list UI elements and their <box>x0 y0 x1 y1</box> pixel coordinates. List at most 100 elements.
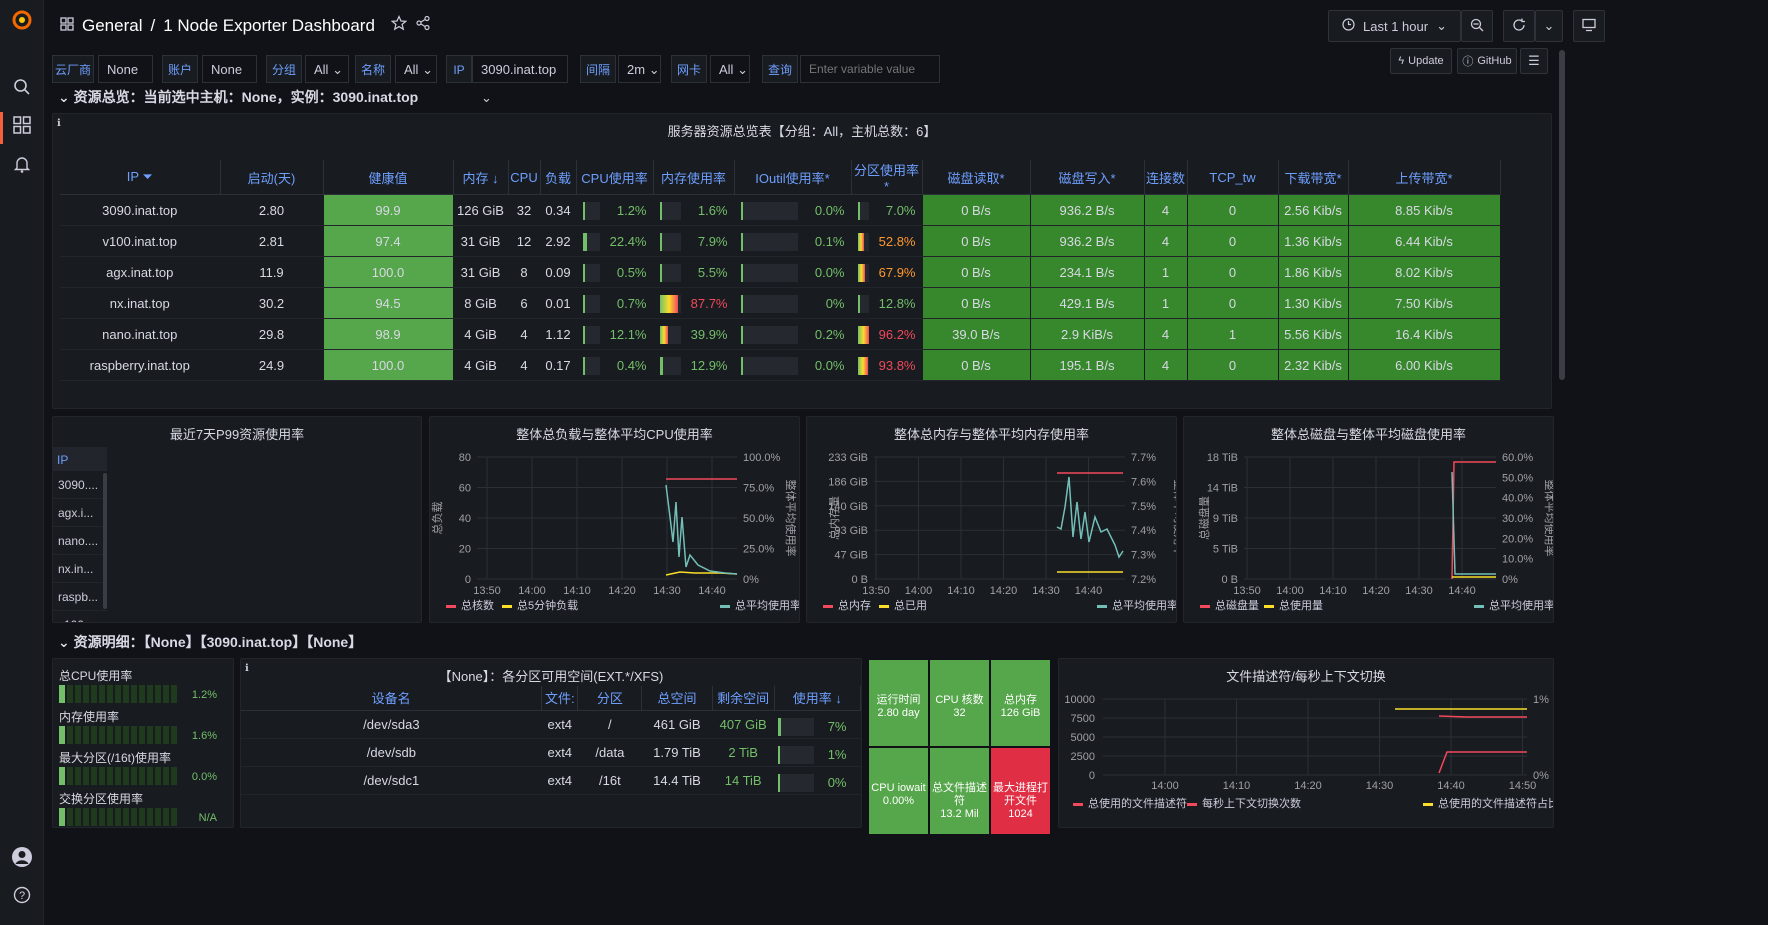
refresh-interval-dropdown[interactable]: ⌄ <box>1535 10 1563 42</box>
share-icon[interactable] <box>415 15 431 36</box>
cell-ip[interactable]: nx.inat.top <box>60 287 221 319</box>
dashboard-title[interactable]: 1 Node Exporter Dashboard <box>163 15 375 35</box>
list-item[interactable]: nx.in... <box>53 555 107 583</box>
column-header[interactable]: 负载 <box>540 160 577 195</box>
var-select-cloud[interactable]: None ⌄ <box>98 55 153 105</box>
row-header-detail[interactable]: ⌄ 资源明细：【None】【3090.inat.top】【None】 <box>58 632 362 652</box>
github-link-button[interactable]: ⓘ GitHub <box>1457 48 1517 74</box>
list-item[interactable]: raspb... <box>53 583 107 611</box>
refresh-button[interactable] <box>1503 10 1535 42</box>
var-select-interval[interactable]: 2m ⌄ <box>618 55 661 83</box>
column-header[interactable]: 磁盘写入* <box>1030 160 1145 195</box>
table-row[interactable]: nano.inat.top 29.8 98.9 4 GiB 4 1.12 12.1% 39.9… <box>60 318 1501 350</box>
legend-swatch[interactable] <box>502 605 512 608</box>
cell-ip[interactable]: nano.inat.top <box>60 318 221 350</box>
column-header[interactable]: 分区 <box>577 686 643 711</box>
stat-tile[interactable]: CPU iowait 0.00% <box>869 748 928 834</box>
legend-swatch[interactable] <box>446 605 456 608</box>
alerting-bell-icon[interactable] <box>10 152 34 176</box>
legend-label[interactable]: 总平均使用率 <box>735 598 799 612</box>
legend-label[interactable]: 总5分钟负载 <box>517 598 578 612</box>
legend-swatch[interactable] <box>1187 803 1197 806</box>
legend-label[interactable]: 总使用量 <box>1279 598 1323 612</box>
legend-swatch[interactable] <box>1097 605 1107 608</box>
column-header[interactable]: 健康值 <box>323 160 454 195</box>
list-item[interactable]: 3090.... <box>53 471 107 499</box>
legend-label[interactable]: 总平均使用率 <box>1112 598 1176 612</box>
dashboards-icon[interactable] <box>10 113 34 137</box>
legend-label[interactable]: 每秒上下文切换次数 <box>1202 796 1301 810</box>
legend-label[interactable]: 总磁盘量 <box>1215 598 1259 612</box>
column-header[interactable]: 连接数 <box>1144 160 1188 195</box>
column-header[interactable]: CPU使用率 <box>576 160 654 195</box>
column-header[interactable]: CPU <box>508 160 541 195</box>
column-header[interactable]: 设备名 <box>241 686 543 711</box>
legend-label[interactable]: 总核数 <box>461 598 494 612</box>
legend-label[interactable]: 总内存 <box>838 598 871 612</box>
table-row[interactable]: /dev/sda3 ext4/461 GiB 407 GiB 7% <box>241 710 861 739</box>
column-header[interactable]: IP ⏷ <box>60 160 221 195</box>
legend-swatch[interactable] <box>1073 803 1083 806</box>
cell-ip[interactable]: agx.inat.top <box>60 256 221 288</box>
table-row[interactable]: nx.inat.top 30.2 94.5 8 GiB 6 0.01 0.7% 87.7% 0%… <box>60 287 1501 319</box>
column-header[interactable]: 磁盘读取* <box>922 160 1031 195</box>
table-row[interactable]: v100.inat.top 2.81 97.4 31 GiB 12 2.92 22.4% 7.… <box>60 225 1501 257</box>
tv-mode-button[interactable] <box>1573 10 1605 42</box>
var-query-input[interactable] <box>800 55 940 83</box>
row-header-overview[interactable]: ⌄ 资源总览：当前选中主机：None，实例：3090.inat.top <box>58 87 418 107</box>
breadcrumb-folder[interactable]: General <box>82 15 143 35</box>
column-header[interactable]: 上传带宽* <box>1348 160 1501 195</box>
table-row[interactable]: agx.inat.top 11.9 100.0 31 GiB 8 0.09 0.5% 5.5%… <box>60 256 1501 288</box>
legend-label[interactable]: 总已用 <box>894 598 927 612</box>
column-header[interactable]: 剩余空间 <box>712 686 775 711</box>
legend-swatch[interactable] <box>720 605 730 608</box>
update-link-button[interactable]: ϟ Update <box>1390 48 1452 74</box>
column-header[interactable]: 分区使用率* <box>851 160 923 195</box>
column-header[interactable]: TCP_tw <box>1187 160 1279 195</box>
legend-swatch[interactable] <box>1423 803 1433 806</box>
legend-swatch[interactable] <box>823 605 833 608</box>
panel-info-icon[interactable]: ℹ <box>57 118 61 129</box>
column-header[interactable]: 下载带宽* <box>1278 160 1349 195</box>
legend-swatch[interactable] <box>1474 605 1484 608</box>
column-header[interactable]: 内存 ↓ <box>453 160 509 195</box>
var-select-account[interactable]: None ⌄ <box>202 55 257 105</box>
column-header[interactable]: 启动(天) <box>220 160 324 195</box>
help-icon[interactable]: ? <box>10 883 34 907</box>
zoom-out-button[interactable] <box>1461 10 1493 42</box>
legend-swatch[interactable] <box>879 605 889 608</box>
table-row[interactable]: /dev/sdb ext4/data 1.79 TiB 2 TiB 1% <box>241 738 861 767</box>
cell-ip[interactable]: v100.inat.top <box>60 225 221 257</box>
stat-tile[interactable]: 最大进程打开文件 1024 <box>991 748 1050 834</box>
p99-header-ip[interactable]: IP <box>53 447 107 471</box>
legend-label[interactable]: 总平均使用率 <box>1489 598 1553 612</box>
star-icon[interactable] <box>390 15 408 36</box>
stat-tile[interactable]: 总内存 126 GiB <box>991 660 1050 746</box>
table-row[interactable]: raspberry.inat.top 24.9 100.0 4 GiB 4 0.17 0.4… <box>60 349 1501 381</box>
legend-swatch[interactable] <box>1264 605 1274 608</box>
column-header[interactable]: 总空间 <box>641 686 713 711</box>
grafana-logo-icon[interactable] <box>10 8 34 32</box>
p99-scrollbar[interactable] <box>103 473 107 609</box>
stat-tile[interactable]: CPU 核数 32 <box>930 660 989 746</box>
list-item[interactable]: v100 <box>53 611 107 622</box>
column-header[interactable]: IOutil使用率* <box>734 160 852 195</box>
var-select-name[interactable]: All ⌄ <box>395 55 437 83</box>
stat-tile[interactable]: 总文件描述符 13.2 Mil <box>930 748 989 834</box>
list-item[interactable]: agx.i... <box>53 499 107 527</box>
user-avatar-icon[interactable] <box>10 845 34 869</box>
list-item[interactable]: nano.... <box>53 527 107 555</box>
column-header[interactable]: 文件: <box>541 686 579 711</box>
cell-ip[interactable]: 3090.inat.top <box>60 194 221 226</box>
search-icon[interactable] <box>10 75 34 99</box>
var-select-group[interactable]: All ⌄ <box>305 55 349 83</box>
panel-info-icon[interactable]: ℹ <box>245 663 249 674</box>
var-select-ip[interactable]: 3090.inat.top ⌄ <box>472 55 568 105</box>
var-select-nic[interactable]: All ⌄ <box>710 55 750 83</box>
page-scrollbar[interactable] <box>1559 50 1565 380</box>
legend-swatch[interactable] <box>1200 605 1210 608</box>
column-header[interactable]: 内存使用率 <box>653 160 735 195</box>
cell-ip[interactable]: raspberry.inat.top <box>60 349 221 381</box>
stat-tile[interactable]: 运行时间 2.80 day <box>869 660 928 746</box>
table-row[interactable]: 3090.inat.top 2.80 99.9 126 GiB 32 0.34 1.2% 1.… <box>60 194 1501 226</box>
